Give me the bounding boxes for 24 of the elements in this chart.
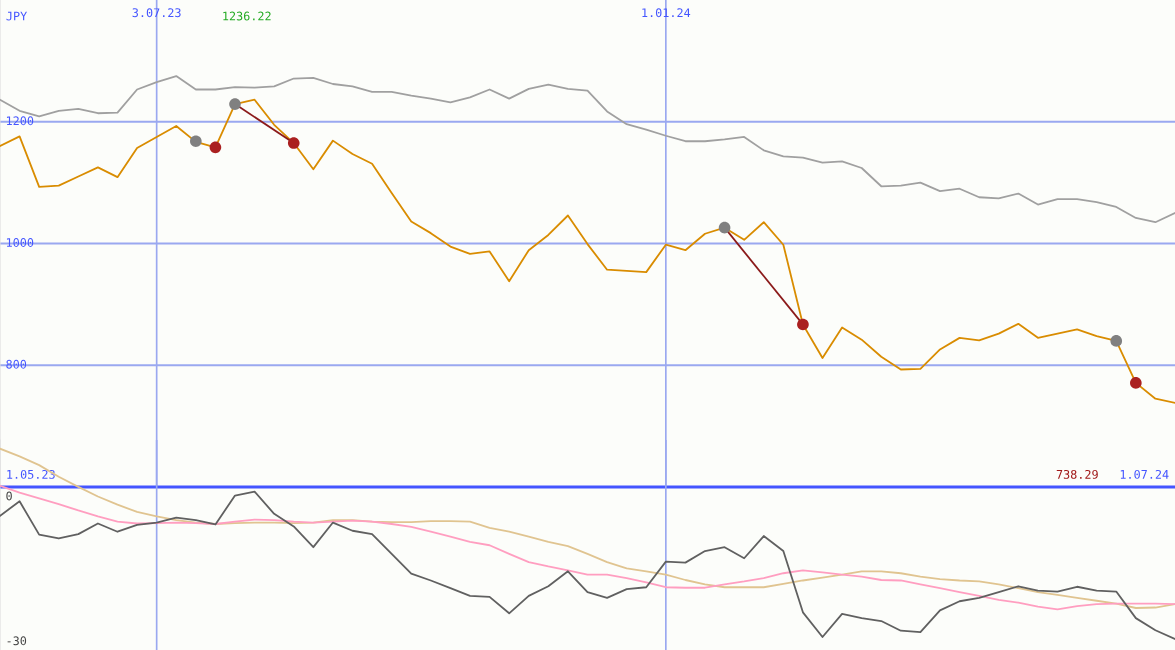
line-series [0,75,1175,224]
annotation: 1236.22 [223,11,271,21]
x-tick-label: 1.01.24 [642,8,691,18]
y-tick-label: 0 [6,491,12,501]
point [1110,335,1123,347]
line-series [0,98,1175,404]
annotation: 1.07.24 [1120,469,1169,479]
point [209,141,222,154]
y-tick-label: -30 [7,636,27,646]
point [718,221,731,234]
point [229,98,241,110]
point [797,318,809,331]
y-tick-label: 1200 [6,116,34,126]
line-series [0,484,1175,611]
y-tick-label: 1000 [6,238,34,247]
annotation: 1.05.23 [7,469,55,479]
line-series [0,447,1175,609]
y-tick-label: 800 [6,359,27,369]
y-axis-title: JPY [6,11,27,21]
point [190,135,202,148]
point [1130,377,1142,389]
point [287,137,300,149]
x-tick-label: 3.07.23 [132,8,181,18]
annotation: 738.29 [1056,469,1098,479]
